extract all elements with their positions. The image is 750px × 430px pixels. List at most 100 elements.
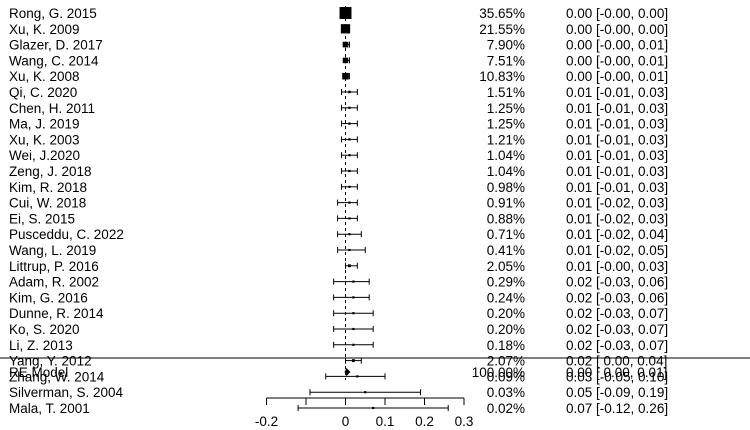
study-label: Pusceddu, C. 2022 xyxy=(9,227,124,242)
study-estimate-ci: 0.05 [-0.09, 0.19] xyxy=(566,385,668,400)
estimate-marker xyxy=(348,201,351,204)
study-weight: 1.51% xyxy=(487,85,525,100)
estimate-marker xyxy=(364,391,367,394)
study-estimate-ci: 0.02 [ 0.00, 0.04] xyxy=(566,354,667,369)
estimate-marker xyxy=(352,280,355,283)
study-estimate-ci: 0.01 [-0.01, 0.03] xyxy=(566,180,668,195)
study-label: Zeng, J. 2018 xyxy=(9,164,92,179)
study-label: Wang, L. 2019 xyxy=(9,243,96,258)
study-weight: 1.04% xyxy=(487,164,525,179)
study-estimate-ci: 0.00 [-0.00, 0.01] xyxy=(566,38,668,53)
study-estimate-ci: 0.01 [-0.02, 0.03] xyxy=(566,196,668,211)
study-weight: 0.20% xyxy=(487,322,525,337)
x-axis: -0.2 0 0.1 0.2 0.3 xyxy=(255,397,474,429)
study-estimate-ci: 0.03 [-0.05, 0.10] xyxy=(566,369,668,384)
study-rows: Rong, G. 2015 35.65% 0.00 [-0.00, 0.00] Xu,… xyxy=(9,6,668,416)
study-estimate-ci: 0.02 [-0.03, 0.07] xyxy=(566,322,668,337)
estimate-marker xyxy=(339,7,352,19)
study-label: Wei, J.2020 xyxy=(9,148,80,163)
estimate-marker xyxy=(342,41,349,48)
summary-estimate-ci: 0.00 [ 0.00, 0.01] xyxy=(566,365,667,380)
estimate-marker xyxy=(348,233,351,236)
study-estimate-ci: 0.07 [-0.12, 0.26] xyxy=(566,401,668,416)
estimate-marker xyxy=(352,327,355,331)
study-weight: 1.04% xyxy=(487,148,525,163)
study-weight: 7.51% xyxy=(487,53,525,68)
study-label: Wang, C. 2014 xyxy=(9,53,99,68)
study-weight: 21.55% xyxy=(479,22,525,37)
study-weight: 2.07% xyxy=(487,354,525,369)
estimate-marker xyxy=(352,312,355,315)
study-weight: 1.25% xyxy=(487,101,525,116)
study-estimate-ci: 0.00 [-0.00, 0.01] xyxy=(566,53,668,68)
estimate-marker xyxy=(356,375,359,378)
x-tick-label: 0.3 xyxy=(455,414,474,429)
study-estimate-ci: 0.01 [-0.02, 0.05] xyxy=(566,243,668,258)
study-label: Yang, Y. 2012 xyxy=(9,354,92,369)
study-label: Mala, T. 2001 xyxy=(9,401,90,416)
study-label: Littrup, P. 2016 xyxy=(9,259,99,274)
estimate-marker xyxy=(348,264,351,268)
estimate-marker xyxy=(348,169,351,173)
x-tick-label: 0.2 xyxy=(415,414,434,429)
study-estimate-ci: 0.02 [-0.03, 0.07] xyxy=(566,306,668,321)
estimate-marker xyxy=(351,359,355,363)
summary-diamond xyxy=(344,368,351,376)
study-label: Ko, S. 2020 xyxy=(9,322,80,337)
study-weight: 7.90% xyxy=(487,38,525,53)
study-weight: 0.09% xyxy=(487,369,525,384)
study-weight: 1.21% xyxy=(487,132,525,147)
estimate-marker xyxy=(348,138,351,141)
study-label: Adam, R. 2002 xyxy=(9,275,99,290)
x-tick-label: -0.2 xyxy=(255,414,278,429)
study-estimate-ci: 0.01 [-0.01, 0.03] xyxy=(566,117,668,132)
study-weight: 0.88% xyxy=(487,211,525,226)
x-tick-label: 0 xyxy=(342,414,350,429)
estimate-marker xyxy=(348,106,351,109)
estimate-marker xyxy=(348,217,351,220)
study-estimate-ci: 0.00 [-0.00, 0.01] xyxy=(566,69,668,84)
study-estimate-ci: 0.01 [-0.01, 0.03] xyxy=(566,101,668,116)
study-label: Qi, C. 2020 xyxy=(9,85,77,100)
estimate-marker xyxy=(372,406,375,410)
study-weight: 0.71% xyxy=(487,227,525,242)
study-estimate-ci: 0.01 [-0.01, 0.03] xyxy=(566,164,668,179)
study-weight: 0.91% xyxy=(487,196,525,211)
estimate-marker xyxy=(342,57,349,64)
study-label: Cui, W. 2018 xyxy=(9,196,86,211)
study-weight: 0.98% xyxy=(487,180,525,195)
study-label: Glazer, D. 2017 xyxy=(9,38,103,53)
study-estimate-ci: 0.01 [-0.02, 0.03] xyxy=(566,211,668,226)
study-label: Xu, K. 2009 xyxy=(9,22,80,37)
study-estimate-ci: 0.00 [-0.00, 0.00] xyxy=(566,6,668,21)
study-estimate-ci: 0.02 [-0.03, 0.06] xyxy=(566,275,668,290)
study-label: Ei, S. 2015 xyxy=(9,211,75,226)
study-label: Ma, J. 2019 xyxy=(9,117,80,132)
estimate-marker xyxy=(340,24,351,34)
summary-weight: 100.00% xyxy=(472,365,525,380)
study-label: Kim, G. 2016 xyxy=(9,290,88,305)
study-weight: 0.02% xyxy=(487,401,525,416)
study-label: Zhang, W. 2014 xyxy=(9,369,105,384)
study-estimate-ci: 0.01 [-0.00, 0.03] xyxy=(566,259,668,274)
study-weight: 0.18% xyxy=(487,338,525,353)
study-label: Chen, H. 2011 xyxy=(9,101,95,116)
study-label: Xu, K. 2003 xyxy=(9,132,80,147)
summary-label: RE Model xyxy=(9,365,68,380)
study-estimate-ci: 0.01 [-0.01, 0.03] xyxy=(566,85,668,100)
study-label: Kim, R. 2018 xyxy=(9,180,87,195)
study-weight: 2.05% xyxy=(487,259,525,274)
study-weight: 0.41% xyxy=(487,243,525,258)
study-weight: 0.20% xyxy=(487,306,525,321)
study-estimate-ci: 0.01 [-0.02, 0.04] xyxy=(566,227,668,242)
study-weight: 0.03% xyxy=(487,385,525,400)
study-estimate-ci: 0.02 [-0.03, 0.07] xyxy=(566,338,668,353)
estimate-marker xyxy=(352,343,355,346)
study-estimate-ci: 0.00 [-0.00, 0.00] xyxy=(566,22,668,37)
study-label: Silverman, S. 2004 xyxy=(9,385,124,400)
study-estimate-ci: 0.01 [-0.01, 0.03] xyxy=(566,148,668,163)
estimate-marker xyxy=(348,122,351,125)
x-tick-label: 0.1 xyxy=(376,414,395,429)
study-weight: 1.25% xyxy=(487,117,525,132)
